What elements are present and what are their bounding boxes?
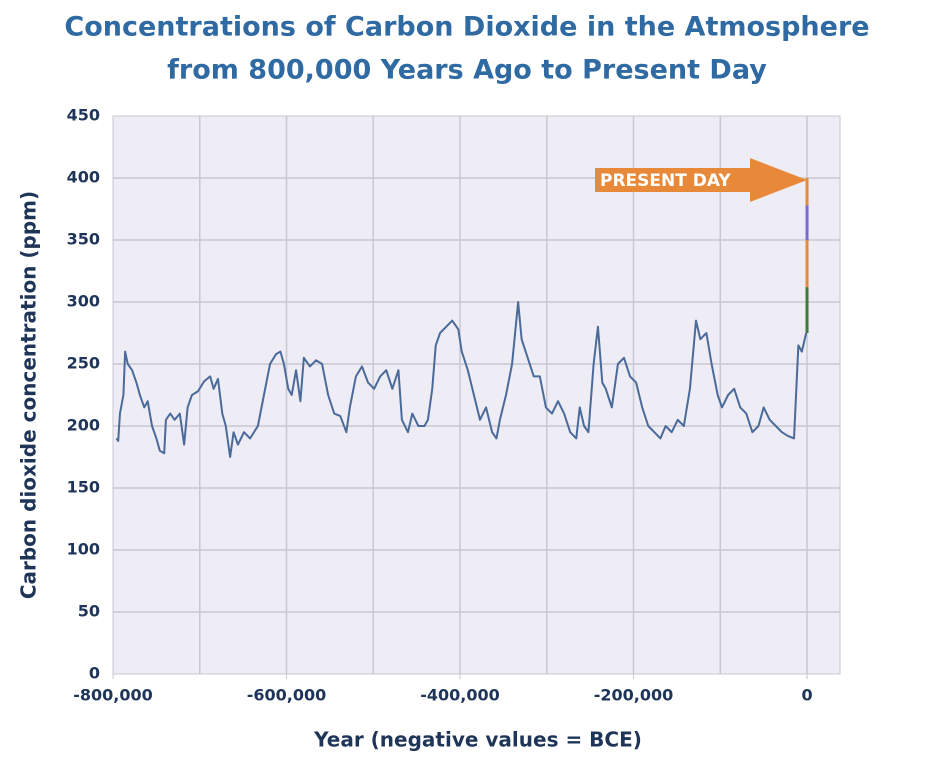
x-axis-label: Year (negative values = BCE) bbox=[313, 728, 642, 752]
annotation-arrow bbox=[595, 158, 807, 202]
x-tick-label: -200,000 bbox=[594, 686, 674, 705]
chart-title: from 800,000 Years Ago to Present Day bbox=[167, 55, 767, 86]
x-tick-label: 0 bbox=[801, 686, 812, 705]
y-tick-label: 400 bbox=[67, 168, 100, 187]
y-tick-label: 300 bbox=[67, 292, 100, 311]
x-tick-label: -400,000 bbox=[420, 686, 500, 705]
x-tick-label: -600,000 bbox=[247, 686, 327, 705]
y-axis-label: Carbon dioxide concentration (ppm) bbox=[17, 191, 41, 599]
data-line bbox=[115, 301, 808, 458]
y-tick-label: 450 bbox=[67, 106, 100, 125]
marks bbox=[115, 178, 809, 458]
plot-area bbox=[112, 115, 841, 675]
grid bbox=[113, 116, 840, 674]
y-tick-label: 350 bbox=[67, 230, 100, 249]
y-tick-label: 0 bbox=[89, 664, 100, 683]
x-tick-label: -800,000 bbox=[73, 686, 153, 705]
y-tick-label: 50 bbox=[78, 602, 100, 621]
y-tick-label: 200 bbox=[67, 416, 100, 435]
annotation: PRESENT DAY bbox=[600, 171, 731, 191]
chart-title: Concentrations of Carbon Dioxide in the … bbox=[64, 12, 869, 43]
y-tick-label: 250 bbox=[67, 354, 100, 373]
y-tick-label: 150 bbox=[67, 478, 100, 497]
y-tick-label: 100 bbox=[67, 540, 100, 559]
